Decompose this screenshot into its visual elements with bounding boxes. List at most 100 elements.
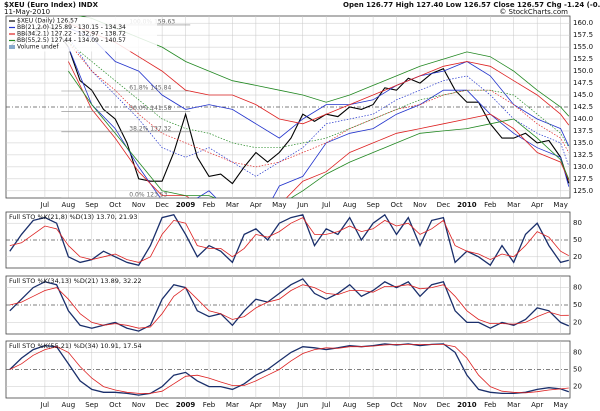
x-tick-label: Dec [437, 401, 451, 409]
x-tick-label: Oct [109, 201, 121, 209]
plot-area [6, 16, 570, 198]
plot-area [6, 276, 570, 334]
y-tick-label: 147.5 [573, 79, 593, 87]
x-tick-label: May [553, 201, 567, 209]
x-tick-label: Jul [40, 201, 50, 209]
x-tick-label: Sep [366, 201, 380, 209]
y-tick-label: 80 [573, 284, 582, 292]
series-line [9, 344, 569, 394]
y-tick-label: 150.0 [573, 67, 593, 75]
x-tick-label: Sep [85, 201, 99, 209]
y-tick-label: 125.0 [573, 187, 593, 195]
x-tick-label: Aug [343, 401, 357, 409]
legend-label: BB(34,2.1) 127.22 - 132.97 - 138.72 [17, 31, 126, 38]
x-tick-label: Nov [413, 201, 427, 209]
y-tick-label: 20 [573, 383, 582, 391]
plot-area [6, 341, 570, 398]
y-tick-label: 80 [573, 348, 582, 356]
legend-box [7, 17, 157, 52]
y-tick-label: 80 [573, 219, 582, 227]
y-tick-label: 135.0 [573, 139, 593, 147]
y-tick-label: 142.5 [573, 103, 593, 111]
legend-swatch [9, 45, 15, 49]
legend-label: Volume undef [17, 44, 59, 51]
x-tick-label: Aug [343, 201, 357, 209]
band-middle [68, 42, 570, 168]
y-tick-label: 140.0 [573, 115, 593, 123]
x-tick-label: May [272, 201, 286, 209]
x-tick-label: Jul [321, 201, 331, 209]
x-tick-label: Jun [296, 201, 308, 209]
x-tick-label: Oct [109, 401, 121, 409]
y-tick-label: 127.5 [573, 175, 593, 183]
panel-title: Full STO %K(34,13) %D(21) 13.89, 32.22 [9, 277, 142, 285]
x-tick-label: Aug [62, 201, 76, 209]
x-tick-label: Apr [250, 201, 262, 209]
x-tick-label: 2010 [457, 401, 477, 409]
panel-title: Full STO %K(55,21) %D(34) 10.91, 17.54 [9, 342, 142, 350]
quote: Open 126.77 High 127.40 Low 126.57 Close… [343, 1, 600, 9]
x-tick-label: Feb [203, 401, 216, 409]
x-tick-label: Dec [155, 401, 169, 409]
panel-title: Full STO %K(21,8) %D(13) 13.70, 21.93 [9, 213, 137, 221]
y-tick-label: 20 [573, 318, 582, 326]
credit: © StockCharts.com [499, 8, 568, 16]
x-tick-label: Jul [321, 401, 331, 409]
y-tick-label: 50 [573, 366, 582, 374]
band-lower [68, 61, 570, 198]
x-tick-label: Mar [226, 401, 239, 409]
y-tick-label: 160.0 [573, 19, 593, 27]
x-tick-label: Feb [203, 201, 216, 209]
x-tick-label: Oct [390, 401, 402, 409]
band-middle [68, 42, 570, 149]
x-tick-label: Dec [437, 201, 451, 209]
series-line [9, 343, 570, 396]
x-tick-label: Apr [531, 401, 543, 409]
y-tick-label: 20 [573, 253, 582, 261]
x-tick-label: Oct [390, 201, 402, 209]
fib-label: 0.0% 123.53 [129, 191, 167, 198]
fib-label: 50.0% 141.58 [129, 105, 171, 112]
band-middle [68, 37, 570, 177]
fib-label: 38.2% 137.32 [129, 125, 171, 132]
x-tick-label: Mar [507, 201, 520, 209]
x-tick-label: Nov [132, 401, 146, 409]
x-tick-label: 2010 [457, 201, 477, 209]
chart-date: 11-May-2010 [4, 8, 50, 16]
x-tick-label: Dec [155, 201, 169, 209]
legend-label: $XEU (Daily) 126.57 [17, 18, 78, 25]
x-tick-label: Nov [413, 401, 427, 409]
x-tick-label: May [272, 401, 286, 409]
series-line [9, 213, 569, 267]
x-tick-label: 2009 [176, 201, 196, 209]
y-tick-label: 50 [573, 236, 582, 244]
x-tick-label: 2009 [176, 401, 196, 409]
band-upper [68, 27, 570, 147]
plot-area [6, 212, 570, 268]
chart-title: $XEU (Euro Index) INDX [4, 1, 99, 9]
band-upper [68, 22, 570, 126]
x-tick-label: Jul [40, 401, 50, 409]
y-tick-label: 145.0 [573, 91, 593, 99]
x-tick-label: Sep [85, 401, 99, 409]
series-line [9, 217, 569, 263]
y-tick-label: 157.5 [573, 31, 593, 39]
x-tick-label: Feb [484, 201, 497, 209]
fib-label: 61.8% 145.84 [129, 85, 171, 92]
x-tick-label: Nov [132, 201, 146, 209]
series-line [9, 284, 569, 329]
legend-label: BB(21,2.0) 125.89 - 130.15 - 134.34 [17, 24, 126, 31]
y-tick-label: 50 [573, 301, 582, 309]
x-tick-label: Feb [484, 401, 497, 409]
y-tick-label: 155.0 [573, 43, 593, 51]
x-tick-label: Mar [507, 401, 520, 409]
x-tick-label: Sep [366, 401, 380, 409]
y-tick-label: 130.0 [573, 163, 593, 171]
y-tick-label: 152.5 [573, 55, 593, 63]
y-tick-label: 132.5 [573, 151, 593, 159]
x-tick-label: Apr [531, 201, 543, 209]
x-tick-label: Mar [226, 201, 239, 209]
band-lower [68, 46, 570, 198]
legend-label: BB(55,2.5) 127.44 - 134.09 - 140.57 [17, 37, 126, 44]
